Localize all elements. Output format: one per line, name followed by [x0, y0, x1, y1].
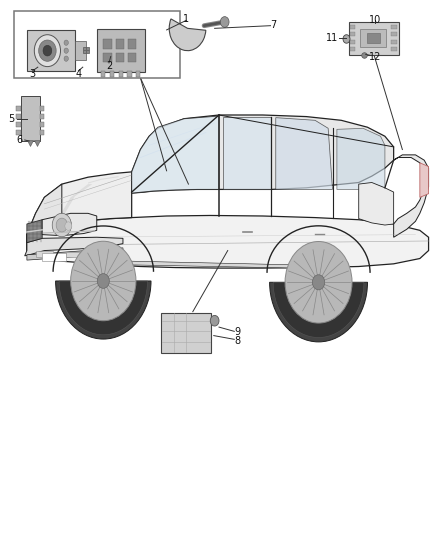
Bar: [21, 96, 40, 141]
Text: 9: 9: [234, 327, 240, 337]
Bar: [40, 115, 44, 119]
Bar: [14, 11, 180, 78]
Bar: [392, 25, 397, 29]
Text: 7: 7: [270, 20, 277, 30]
Text: 1: 1: [183, 14, 189, 25]
Bar: [128, 39, 137, 49]
Circle shape: [97, 273, 110, 288]
Bar: [350, 39, 355, 44]
Wedge shape: [270, 282, 367, 342]
Circle shape: [52, 213, 71, 237]
Bar: [136, 71, 141, 77]
Circle shape: [56, 218, 67, 232]
Polygon shape: [420, 163, 428, 197]
Bar: [127, 71, 132, 77]
Wedge shape: [273, 282, 364, 337]
Polygon shape: [276, 118, 332, 189]
Circle shape: [220, 17, 229, 27]
Circle shape: [64, 40, 68, 45]
Polygon shape: [337, 128, 385, 189]
Polygon shape: [27, 248, 123, 260]
Bar: [27, 30, 75, 71]
Bar: [103, 39, 112, 49]
Circle shape: [39, 40, 56, 61]
Bar: [116, 39, 124, 49]
Bar: [40, 131, 44, 135]
Bar: [97, 29, 145, 72]
Text: 5: 5: [8, 114, 15, 124]
Circle shape: [65, 222, 72, 230]
Text: 10: 10: [369, 15, 381, 26]
Bar: [392, 47, 397, 51]
Bar: [116, 53, 124, 62]
Bar: [161, 313, 211, 353]
Bar: [40, 123, 44, 127]
Bar: [119, 71, 123, 77]
Text: 11: 11: [326, 33, 339, 43]
Bar: [128, 53, 137, 62]
Polygon shape: [42, 213, 97, 236]
Bar: [350, 25, 355, 29]
Bar: [360, 29, 386, 47]
Bar: [66, 252, 84, 257]
Bar: [16, 131, 21, 135]
Text: 4: 4: [75, 69, 81, 78]
Bar: [103, 53, 112, 62]
Bar: [392, 39, 397, 44]
Text: 8: 8: [234, 336, 240, 346]
Bar: [350, 47, 355, 51]
Bar: [110, 71, 114, 77]
Circle shape: [34, 35, 60, 67]
Wedge shape: [56, 281, 151, 339]
Polygon shape: [132, 116, 219, 193]
Circle shape: [210, 316, 219, 326]
Text: 12: 12: [369, 52, 381, 61]
Polygon shape: [359, 182, 394, 225]
Polygon shape: [25, 237, 123, 256]
Polygon shape: [27, 215, 428, 268]
Polygon shape: [132, 115, 394, 193]
Bar: [350, 32, 355, 36]
Polygon shape: [27, 184, 62, 251]
Bar: [101, 71, 106, 77]
Bar: [392, 32, 397, 36]
Polygon shape: [132, 261, 297, 268]
Circle shape: [64, 48, 68, 53]
Bar: [40, 107, 44, 111]
Polygon shape: [88, 176, 119, 183]
Circle shape: [343, 35, 350, 43]
Circle shape: [43, 45, 52, 56]
Polygon shape: [223, 117, 272, 189]
Bar: [349, 22, 399, 55]
Bar: [16, 115, 21, 119]
Text: 2: 2: [106, 61, 112, 70]
Bar: [42, 253, 66, 261]
Text: 3: 3: [29, 69, 35, 78]
Polygon shape: [27, 172, 132, 235]
Wedge shape: [59, 281, 148, 335]
Bar: [367, 33, 380, 43]
Bar: [75, 41, 86, 60]
Circle shape: [312, 274, 325, 290]
Text: 6: 6: [16, 135, 22, 145]
Polygon shape: [394, 155, 428, 237]
Circle shape: [71, 241, 136, 321]
Polygon shape: [57, 184, 92, 220]
Circle shape: [64, 56, 68, 61]
Wedge shape: [169, 19, 206, 51]
Polygon shape: [27, 220, 42, 243]
Bar: [35, 251, 53, 257]
Bar: [16, 123, 21, 127]
Bar: [16, 107, 21, 111]
Circle shape: [285, 241, 352, 323]
